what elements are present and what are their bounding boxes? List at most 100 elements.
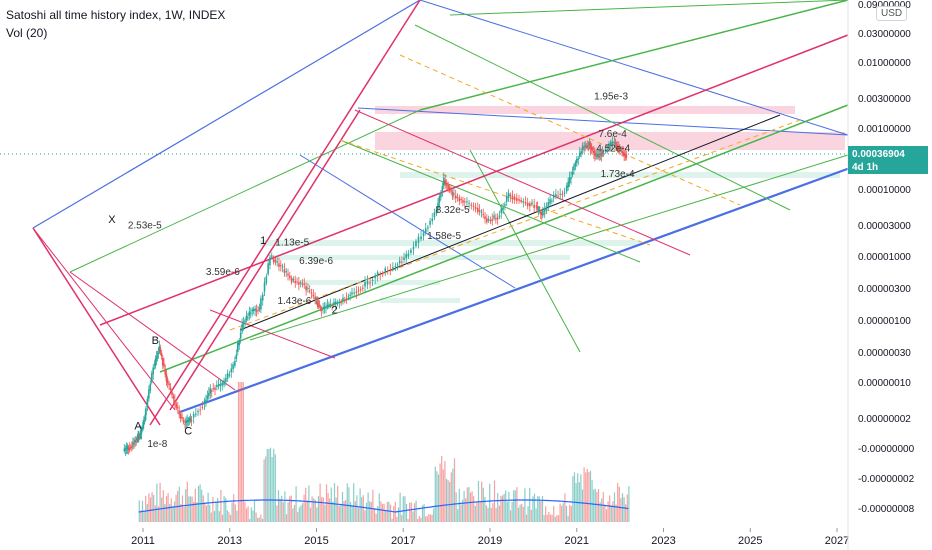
volume-bar [503, 493, 505, 522]
candle-body [319, 307, 322, 309]
candle-body [482, 214, 485, 216]
currency-button[interactable]: USD [876, 6, 908, 21]
volume-bar [378, 493, 380, 522]
volume-bar [565, 505, 568, 522]
candle-body [537, 208, 540, 210]
volume-bar [517, 507, 520, 522]
volume-bar [479, 501, 481, 522]
volume-bar [585, 472, 587, 522]
candle-body [359, 289, 362, 291]
y-tick-label: 0.00000100 [858, 316, 911, 327]
candle-body [574, 162, 577, 167]
x-axis[interactable]: 2011 2013 2015 2017 2019 2021 2023 2025 2027 [131, 528, 849, 547]
candle-body [429, 220, 431, 225]
candle-body [235, 354, 238, 359]
volume-bar [564, 493, 566, 522]
volume-bar [449, 482, 451, 522]
y-tick-label: -0.00000002 [858, 474, 915, 485]
volume-bar [457, 509, 459, 522]
candle-body [270, 255, 273, 257]
volume-bar [370, 501, 372, 522]
volume-bar [562, 503, 564, 522]
candle-body [504, 204, 506, 206]
fan-line-red-7 [209, 309, 336, 359]
volume-bar [383, 503, 385, 522]
candle-body [533, 204, 535, 209]
volume-bar [545, 506, 547, 522]
candle-body [437, 202, 439, 208]
y-tick-label: 0.00000010 [858, 378, 911, 389]
candle-body [301, 283, 304, 285]
volume-bar [500, 495, 502, 522]
volume-bar [417, 519, 419, 522]
volume-bar [589, 470, 592, 522]
volume-bar [151, 492, 153, 522]
volume-bar [410, 502, 412, 522]
volume-bar [610, 505, 612, 522]
volume-bar [519, 504, 521, 522]
volume-bar [284, 491, 286, 522]
candle-body [561, 193, 564, 196]
candle-body [588, 142, 591, 145]
candle-body [165, 374, 168, 382]
candle-body [516, 197, 518, 202]
candle-body [329, 303, 332, 306]
volume-bar [601, 498, 603, 522]
candle-body [448, 187, 451, 189]
volume-indicator-label[interactable]: Vol (20) [6, 26, 48, 40]
y-tick-label: 0.00000002 [858, 414, 911, 425]
candle-body [163, 363, 165, 367]
y-axis[interactable]: 0.09000000 0.03000000 0.01000000 0.00300000… [847, 0, 915, 550]
candle-body [265, 276, 268, 283]
y-tick-label: 0.00003000 [858, 221, 911, 232]
volume-bar [159, 482, 161, 522]
candle-body [140, 430, 142, 434]
candle-body [228, 374, 231, 376]
volume-bar [258, 517, 260, 522]
volume-bar [365, 502, 368, 522]
candle-body [376, 272, 379, 277]
candle-body [338, 301, 341, 303]
price-annotation: 1.73e-4 [601, 169, 635, 180]
last-price-tag: 0.00036904 4d 1h [848, 146, 928, 174]
chart-legend: Satoshi all time history index, 1W, INDE… [6, 6, 225, 42]
candle-body [209, 388, 212, 394]
volume-bar [153, 495, 155, 522]
candle-body [171, 391, 173, 396]
candle-body [195, 413, 197, 415]
candle-body [333, 301, 335, 305]
candle-body [175, 404, 178, 408]
candle-body [312, 294, 315, 297]
volume-bar [429, 514, 432, 522]
candle-body [392, 267, 394, 269]
volume-bar [570, 506, 572, 522]
volume-bar [588, 472, 590, 522]
candle-body [608, 143, 610, 148]
candle-body [468, 203, 470, 205]
candle-body [201, 406, 204, 408]
candle-body [407, 253, 410, 257]
volume-bar [618, 486, 620, 522]
candle-body [601, 151, 604, 154]
candle-body [199, 409, 201, 411]
candle-body [138, 436, 141, 438]
x-tick-label: 2017 [391, 535, 415, 547]
candle-body [622, 151, 624, 155]
fan-line-orange-1 [399, 54, 741, 206]
candle-body [308, 290, 311, 292]
candle-body [384, 268, 387, 272]
volume-bar [573, 472, 576, 522]
chart-title[interactable]: Satoshi all time history index, 1W, INDE… [6, 8, 226, 22]
volume-bar [554, 516, 556, 522]
candle-body [619, 148, 621, 151]
candle-body [334, 301, 337, 304]
candle-body [343, 299, 346, 302]
candle-body [539, 212, 542, 215]
candle-body [551, 200, 553, 202]
candle-body [188, 418, 191, 422]
x-tick-label: 2025 [738, 535, 762, 547]
candle-body [185, 420, 187, 424]
volume-bar [386, 501, 388, 522]
fan-line-blue-diag [419, 0, 849, 136]
